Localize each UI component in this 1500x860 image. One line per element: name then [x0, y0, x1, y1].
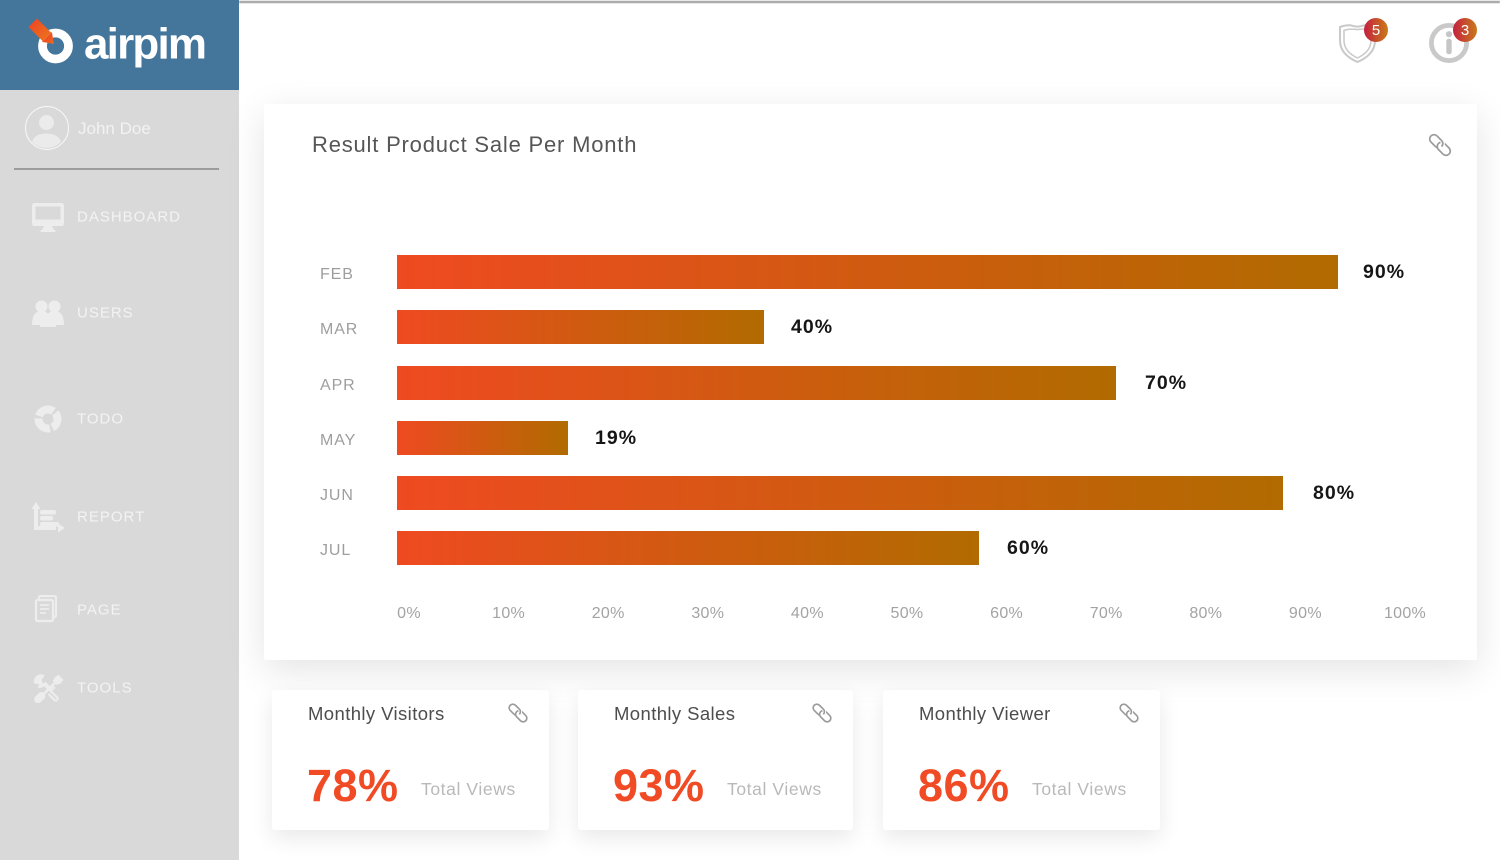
svg-text:airpim: airpim: [84, 20, 205, 69]
svg-text:5: 5: [1372, 22, 1380, 39]
svg-text:3: 3: [1461, 22, 1469, 39]
